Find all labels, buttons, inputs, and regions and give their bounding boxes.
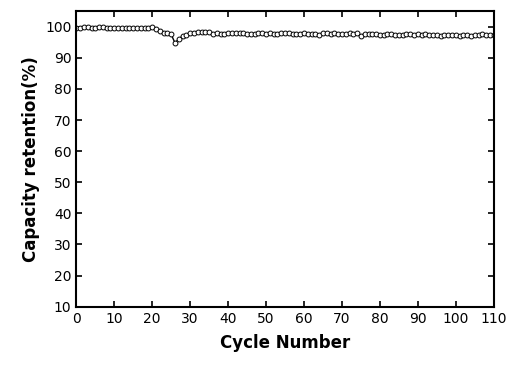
X-axis label: Cycle Number: Cycle Number [220, 334, 350, 352]
Y-axis label: Capacity retention(%): Capacity retention(%) [21, 56, 40, 262]
